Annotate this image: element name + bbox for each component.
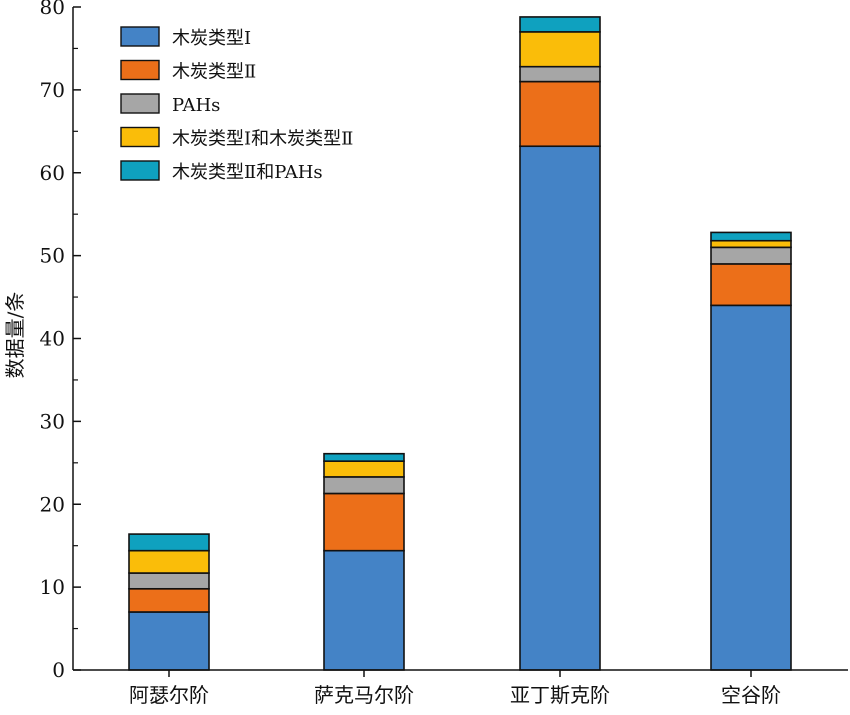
legend-swatch [120, 160, 160, 181]
y-tick-label: 20 [40, 492, 65, 516]
bar-segment-3-1 [519, 145, 601, 671]
x-tick-label: 空谷阶 [721, 683, 781, 707]
legend-swatch [120, 59, 160, 81]
y-tick-label: 80 [40, 0, 65, 19]
bar-segment-2-2 [323, 492, 405, 552]
y-axis-title: 数据量/条 [3, 292, 27, 379]
legend-swatch [120, 126, 160, 148]
legend-swatch [120, 93, 160, 114]
bar-segment-4-3 [710, 246, 792, 265]
y-tick-label: 10 [40, 575, 65, 599]
bar-segment-1-2 [128, 587, 210, 613]
y-tick-label: 50 [40, 244, 65, 268]
y-tick-label: 70 [40, 78, 65, 102]
bar-segment-1-1 [128, 611, 210, 671]
x-tick-label: 阿瑟尔阶 [129, 683, 209, 707]
legend: 木炭类型Ⅰ 木炭类型Ⅱ PAHs 木炭类型Ⅰ和木炭类型Ⅱ 木炭类型Ⅱ和PAHs [120, 26, 353, 183]
legend-swatch [120, 26, 160, 47]
bar-segment-4-4 [710, 239, 792, 249]
bar-segment-4-1 [710, 304, 792, 671]
bar-segment-3-3 [519, 65, 601, 83]
legend-label: 木炭类型Ⅰ和木炭类型Ⅱ [172, 129, 353, 150]
bar-segment-1-3 [128, 572, 210, 590]
bar-segment-4-5 [710, 231, 792, 242]
bar-segment-2-1 [323, 549, 405, 671]
x-tick-label: 萨克马尔阶 [314, 683, 414, 707]
legend-label: 木炭类型Ⅱ [172, 62, 256, 83]
x-tick-label: 亚丁斯克阶 [510, 683, 610, 707]
y-tick-label: 40 [40, 327, 65, 351]
y-tick-label: 60 [40, 161, 65, 185]
bar-segment-3-2 [519, 80, 601, 148]
bar-segment-3-5 [519, 16, 601, 33]
axes-layer: 0 10 20 30 40 50 60 70 80 阿瑟尔阶 萨克马尔阶 亚丁斯克阶 空谷阶 [40, 0, 848, 707]
legend-label: 木炭类型Ⅱ和PAHs [172, 162, 323, 183]
bars-layer [128, 16, 792, 671]
legend-label: 木炭类型Ⅰ [172, 28, 251, 49]
bar-segment-2-4 [323, 460, 405, 478]
legend-label: PAHs [172, 95, 220, 116]
bar-segment-2-5 [323, 452, 405, 462]
bar-segment-4-2 [710, 263, 792, 307]
y-tick-label: 30 [40, 409, 65, 433]
bar-segment-1-4 [128, 549, 210, 574]
bar-segment-3-4 [519, 31, 601, 68]
bar-segment-1-5 [128, 533, 210, 552]
y-tick-label: 0 [52, 658, 65, 682]
bar-segment-2-3 [323, 476, 405, 495]
